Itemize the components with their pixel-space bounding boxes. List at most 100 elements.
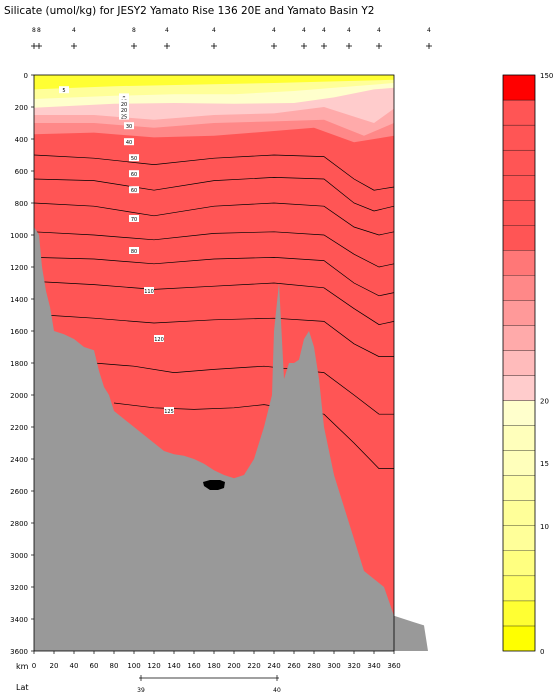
- station-marker: [71, 43, 77, 49]
- distance-tick-label: 120: [147, 662, 160, 670]
- contour-label: 25: [121, 115, 127, 121]
- station-id: 4: [377, 27, 381, 34]
- depth-tick-label: 2400: [10, 456, 28, 464]
- colorbar-band: [502, 99, 536, 126]
- colorbar-band: [502, 550, 536, 577]
- contour-line: [43, 314, 394, 357]
- station-id: 4: [322, 27, 326, 34]
- section-plot: 51081520202530405060607080110120125: [33, 74, 428, 652]
- lat-tick-label: 39: [137, 687, 145, 694]
- colorbar-band: [502, 149, 536, 176]
- contour-line: [33, 154, 395, 191]
- contour-label-box: [124, 122, 134, 130]
- contour-label: 20: [121, 102, 127, 108]
- station-marker: [321, 43, 327, 49]
- depth-axis: 0 200 400 600 800 1000 1200 1400 1600 1800 2000 220…: [10, 72, 34, 656]
- colorbar-band: [502, 575, 536, 602]
- station-id: 8: [32, 27, 36, 34]
- station-id: 4: [165, 27, 169, 34]
- color-layers: [34, 75, 394, 143]
- station-id: 4: [347, 27, 351, 34]
- station-marker: [426, 43, 432, 49]
- contour-label: 40: [126, 140, 132, 146]
- station-marker: [301, 43, 307, 49]
- colorbar-band: [502, 400, 536, 426]
- colorbar-band: [502, 500, 536, 526]
- station-id: 4: [212, 27, 216, 34]
- station-id: 8: [37, 27, 41, 34]
- distance-tick-label: 360: [387, 662, 400, 670]
- contour-line: [33, 202, 395, 236]
- colorbar-tick-label: 0: [540, 648, 544, 656]
- depth-tick-label: 3000: [10, 552, 28, 560]
- contour-label-box: [129, 186, 139, 194]
- x-axis-label: km: [16, 662, 29, 671]
- contour-label-box: [129, 170, 139, 178]
- station-marker: [271, 43, 277, 49]
- distance-tick-label: 180: [207, 662, 220, 670]
- depth-tick-label: 0: [24, 72, 28, 80]
- contour-label-box: [124, 138, 134, 146]
- station-id: 4: [72, 27, 76, 34]
- station-marker: [346, 43, 352, 49]
- contour-label: 120: [154, 337, 164, 343]
- contour-label-box: [119, 99, 129, 107]
- station-id: 4: [302, 27, 306, 34]
- distance-tick-label: 220: [247, 662, 260, 670]
- contour-label-box: [164, 407, 174, 414]
- chart-title: Silicate (umol/kg) for JESY2 Yamato Rise…: [4, 5, 374, 17]
- colorbar-band: [502, 350, 536, 376]
- contour-line: [33, 257, 395, 297]
- contour-line: [33, 231, 395, 268]
- contour-line: [93, 362, 394, 415]
- station-marker: [164, 43, 170, 49]
- distance-tick-label: 140: [167, 662, 180, 670]
- depth-tick-label: 3200: [10, 584, 28, 592]
- colorbar-band: [502, 124, 536, 151]
- depth-tick-label: 2800: [10, 520, 28, 528]
- contour-label: 125: [164, 409, 174, 415]
- distance-tick-label: 20: [50, 662, 59, 670]
- station-id: 4: [427, 27, 431, 34]
- contour-label-box: [119, 112, 129, 120]
- distance-tick-label: 280: [307, 662, 320, 670]
- contour-label-box: [129, 154, 139, 162]
- seafloor-dark-basin: [203, 480, 225, 490]
- contour-label: 30: [126, 124, 132, 130]
- colorbar-band: [502, 200, 536, 226]
- seafloor-bathymetry: [34, 227, 428, 651]
- contour-line: [33, 177, 395, 212]
- depth-tick-label: 200: [15, 104, 28, 112]
- station-id: 8: [132, 27, 136, 34]
- contour-label: 110: [144, 289, 154, 295]
- depth-tick-label: 2600: [10, 488, 28, 496]
- contour-label-box: [144, 287, 154, 294]
- distance-tick-label: 160: [187, 662, 200, 670]
- distance-axis: 0 20 40 60 80 100 120 140 160 180 200 220 240 260 280 3…: [32, 651, 401, 670]
- depth-tick-label: 1000: [10, 232, 28, 240]
- depth-tick-label: 3400: [10, 616, 28, 624]
- contour-label: 50: [131, 156, 137, 162]
- contour-label: 70: [131, 217, 137, 223]
- distance-tick-label: 240: [267, 662, 280, 670]
- colorbar-band: [502, 475, 536, 501]
- distance-tick-label: 200: [227, 662, 240, 670]
- colorbar-band: [502, 175, 536, 201]
- station-marker: [131, 43, 137, 49]
- colorbar-tick-label: 20: [540, 398, 549, 406]
- latitude-axis: 39 40: [137, 675, 281, 694]
- station-marker: [211, 43, 217, 49]
- colorbar: 150 20 15 10 0: [502, 72, 553, 656]
- colorbar-tick-label: 15: [540, 460, 549, 468]
- station-id: 4: [272, 27, 276, 34]
- contour-label: 60: [131, 172, 137, 178]
- contour-label: 20: [121, 108, 127, 114]
- depth-tick-label: 600: [15, 168, 28, 176]
- distance-tick-label: 0: [32, 662, 36, 670]
- colorbar-band: [502, 300, 536, 326]
- contour-label-box: [129, 247, 139, 254]
- distance-tick-label: 340: [367, 662, 380, 670]
- colorbar-band: [502, 450, 536, 476]
